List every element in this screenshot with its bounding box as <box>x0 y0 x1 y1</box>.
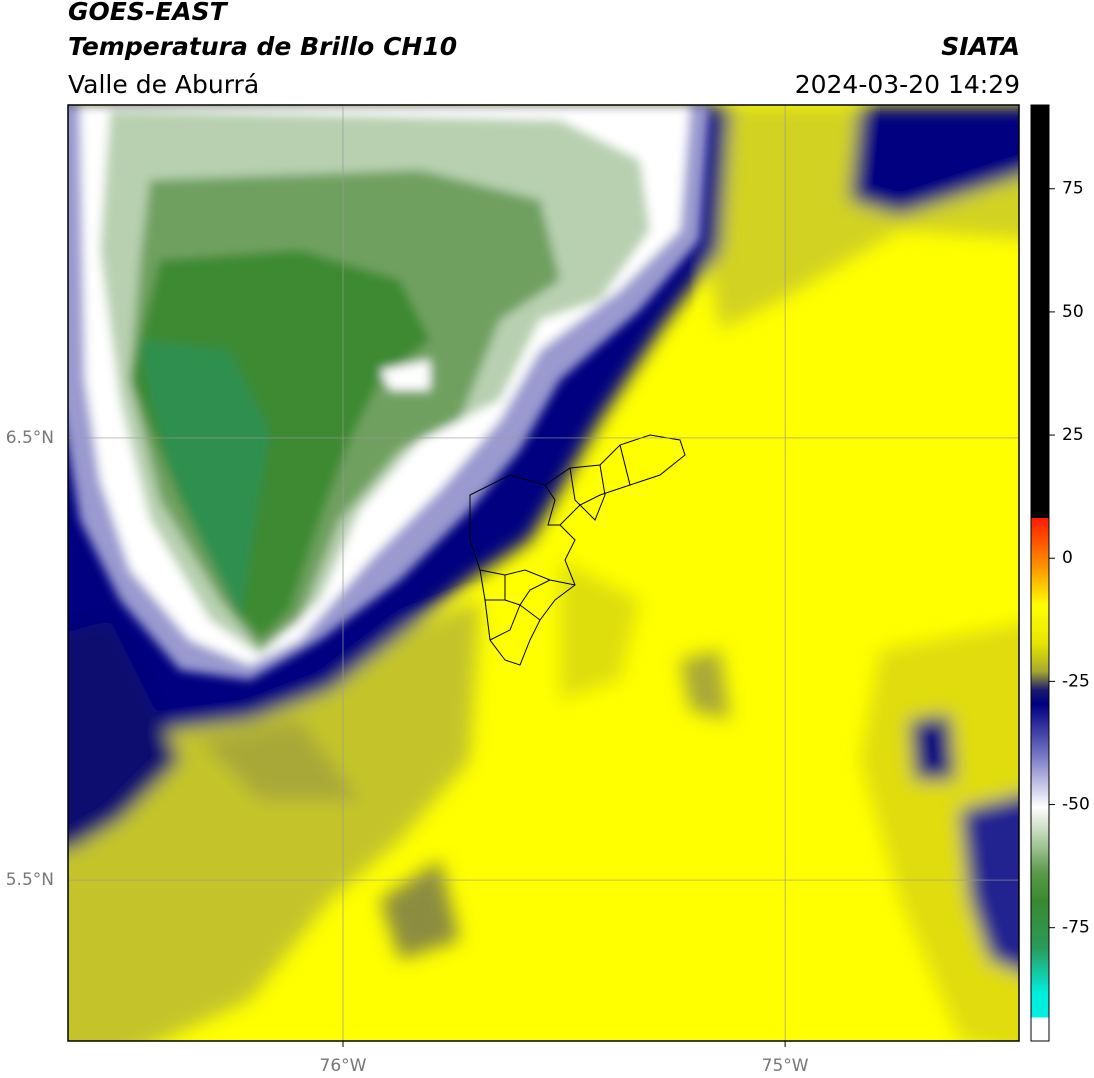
lat-tick-label: 6.5°N <box>6 428 54 448</box>
colorbar-tick-label: -25 <box>1062 671 1090 691</box>
region: Valle de Aburrá <box>68 70 259 99</box>
colorbar <box>1030 104 1050 1042</box>
colorbar-tick-label: 25 <box>1062 425 1084 445</box>
colorbar-tick-label: -50 <box>1062 795 1090 815</box>
municipal-boundaries <box>469 434 686 666</box>
lat-tick-label: 5.5°N <box>6 870 54 890</box>
satellite-image <box>68 105 1019 1041</box>
colorbar-tick-label: -75 <box>1062 918 1090 938</box>
datetime: 2024-03-20 14:29 <box>795 70 1020 99</box>
colorbar-tick-label: 75 <box>1062 179 1084 199</box>
source: SIATA <box>941 32 1020 61</box>
subtitle: Temperatura de Brillo CH10 <box>68 32 457 61</box>
colorbar-tick-label: 0 <box>1062 548 1073 568</box>
title: GOES-EAST <box>68 0 229 26</box>
map-frame <box>67 104 1020 1042</box>
colorbar-tick-label: 50 <box>1062 302 1084 322</box>
lon-tick-label: 75°W <box>762 1056 809 1076</box>
lon-tick-label: 76°W <box>320 1056 367 1076</box>
